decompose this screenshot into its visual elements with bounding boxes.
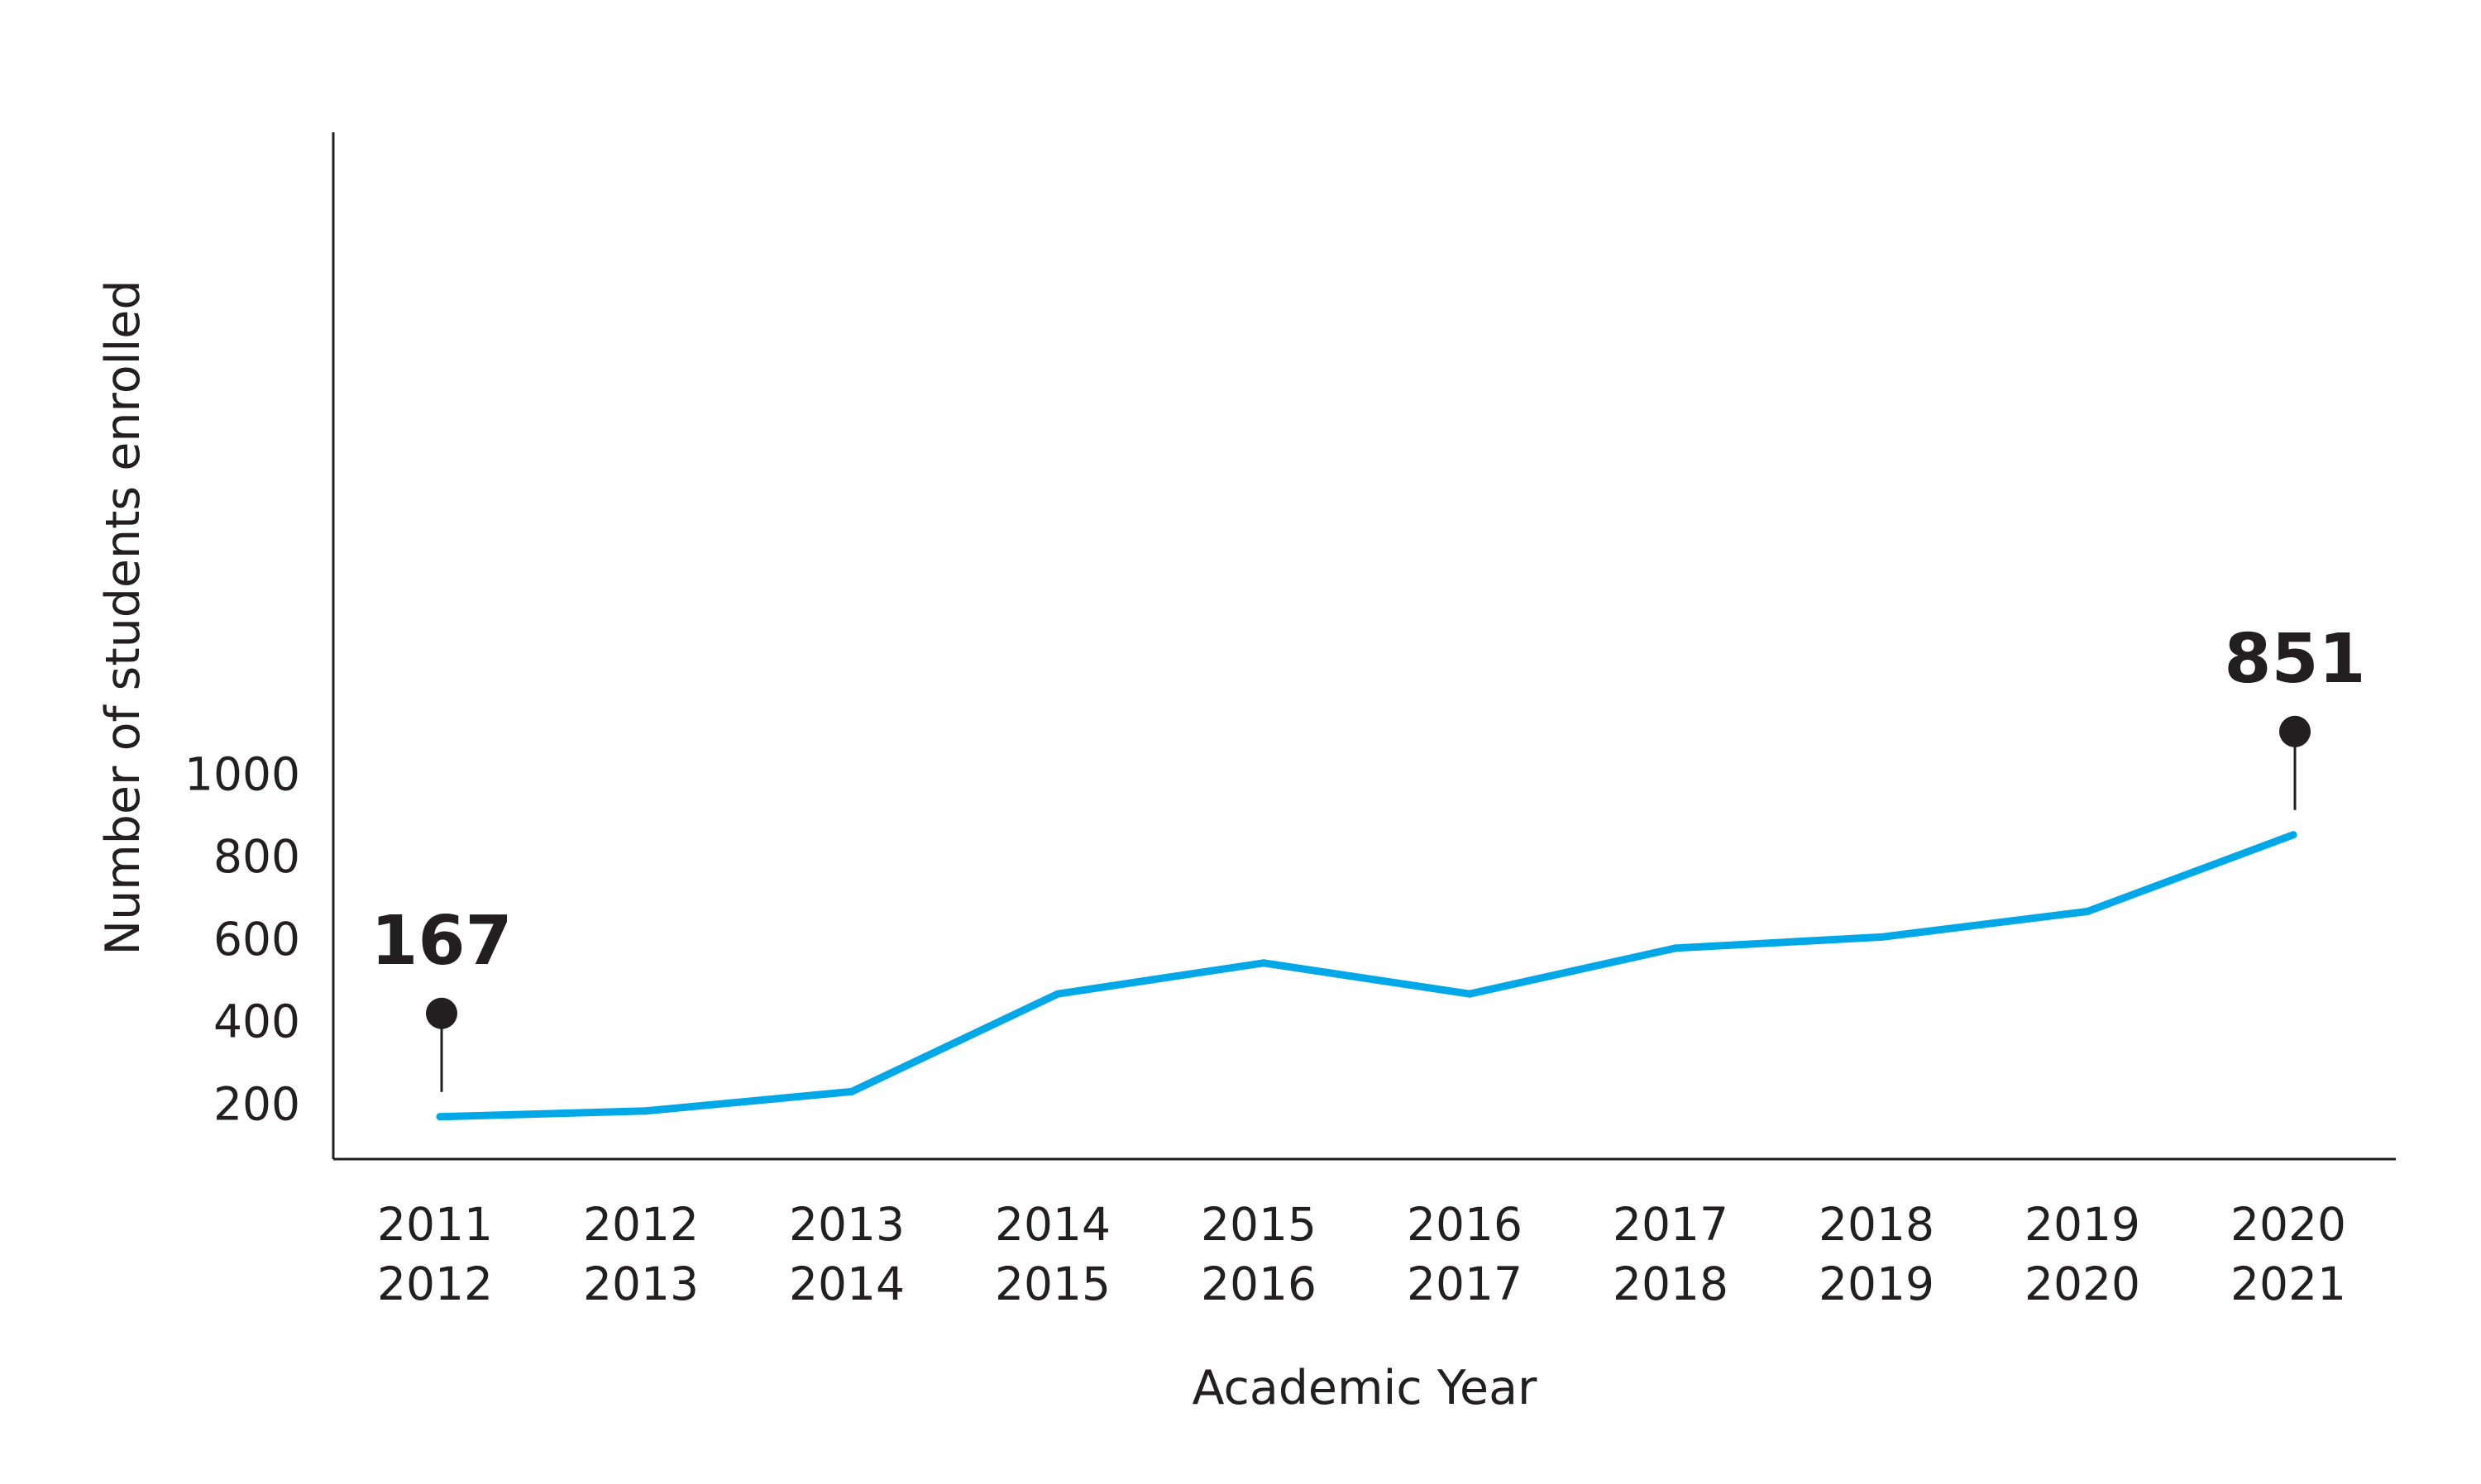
data-point — [2289, 831, 2297, 839]
y-tick-labels: 200 400 600 800 1000 — [184, 748, 300, 1131]
x-tick-label: 2012 — [583, 1198, 699, 1251]
x-tick-label: 2020 — [2024, 1257, 2140, 1310]
x-tick-label: 2016 — [1201, 1257, 1317, 1310]
data-point — [1260, 959, 1268, 967]
callout-label: 851 — [2224, 620, 2365, 699]
data-point — [1465, 990, 1474, 998]
series-group — [436, 831, 2297, 1121]
data-point — [1877, 933, 1886, 941]
x-tick-label: 2018 — [1613, 1257, 1728, 1310]
callout-label: 167 — [370, 902, 512, 981]
x-tick-label: 2013 — [789, 1198, 905, 1251]
data-point — [642, 1107, 650, 1115]
y-tick-label: 400 — [213, 995, 300, 1048]
y-tick-label: 200 — [213, 1077, 300, 1130]
callout-group: 167 851 — [370, 620, 2366, 1092]
x-tick-label: 2017 — [1407, 1257, 1523, 1310]
data-point — [1671, 944, 1680, 952]
x-tick-label: 2016 — [1407, 1198, 1523, 1251]
x-tick-label: 2015 — [995, 1257, 1111, 1310]
data-point — [436, 1113, 444, 1121]
x-tick-label: 2014 — [789, 1257, 905, 1310]
data-point — [2083, 907, 2091, 915]
x-tick-label: 2019 — [1819, 1257, 1934, 1310]
callout-pin-head — [426, 997, 457, 1029]
y-tick-label: 800 — [213, 830, 300, 883]
x-tick-label: 2013 — [583, 1257, 699, 1310]
x-tick-label: 2018 — [1819, 1198, 1934, 1251]
y-axis-title: Number of students enrolled — [96, 279, 151, 955]
y-tick-label: 600 — [213, 913, 300, 966]
x-tick-label: 2021 — [2230, 1257, 2346, 1310]
x-tick-labels: 2011 2012 2012 2013 2013 2014 2014 2015 2015 2016… — [377, 1198, 2346, 1310]
x-tick-label: 2017 — [1613, 1198, 1728, 1251]
x-tick-label: 2019 — [2024, 1198, 2140, 1251]
y-tick-label: 1000 — [184, 748, 300, 801]
x-tick-label: 2020 — [2230, 1198, 2346, 1251]
series-line — [436, 831, 2297, 1121]
x-axis-title: Academic Year — [1192, 1361, 1537, 1415]
x-tick-label: 2012 — [377, 1257, 493, 1310]
x-tick-label: 2015 — [1201, 1198, 1317, 1251]
data-point — [1054, 990, 1062, 998]
callout-pin-head — [2279, 715, 2311, 747]
data-point — [848, 1087, 856, 1095]
x-tick-label: 2014 — [995, 1198, 1111, 1251]
x-tick-label: 2011 — [377, 1198, 493, 1251]
